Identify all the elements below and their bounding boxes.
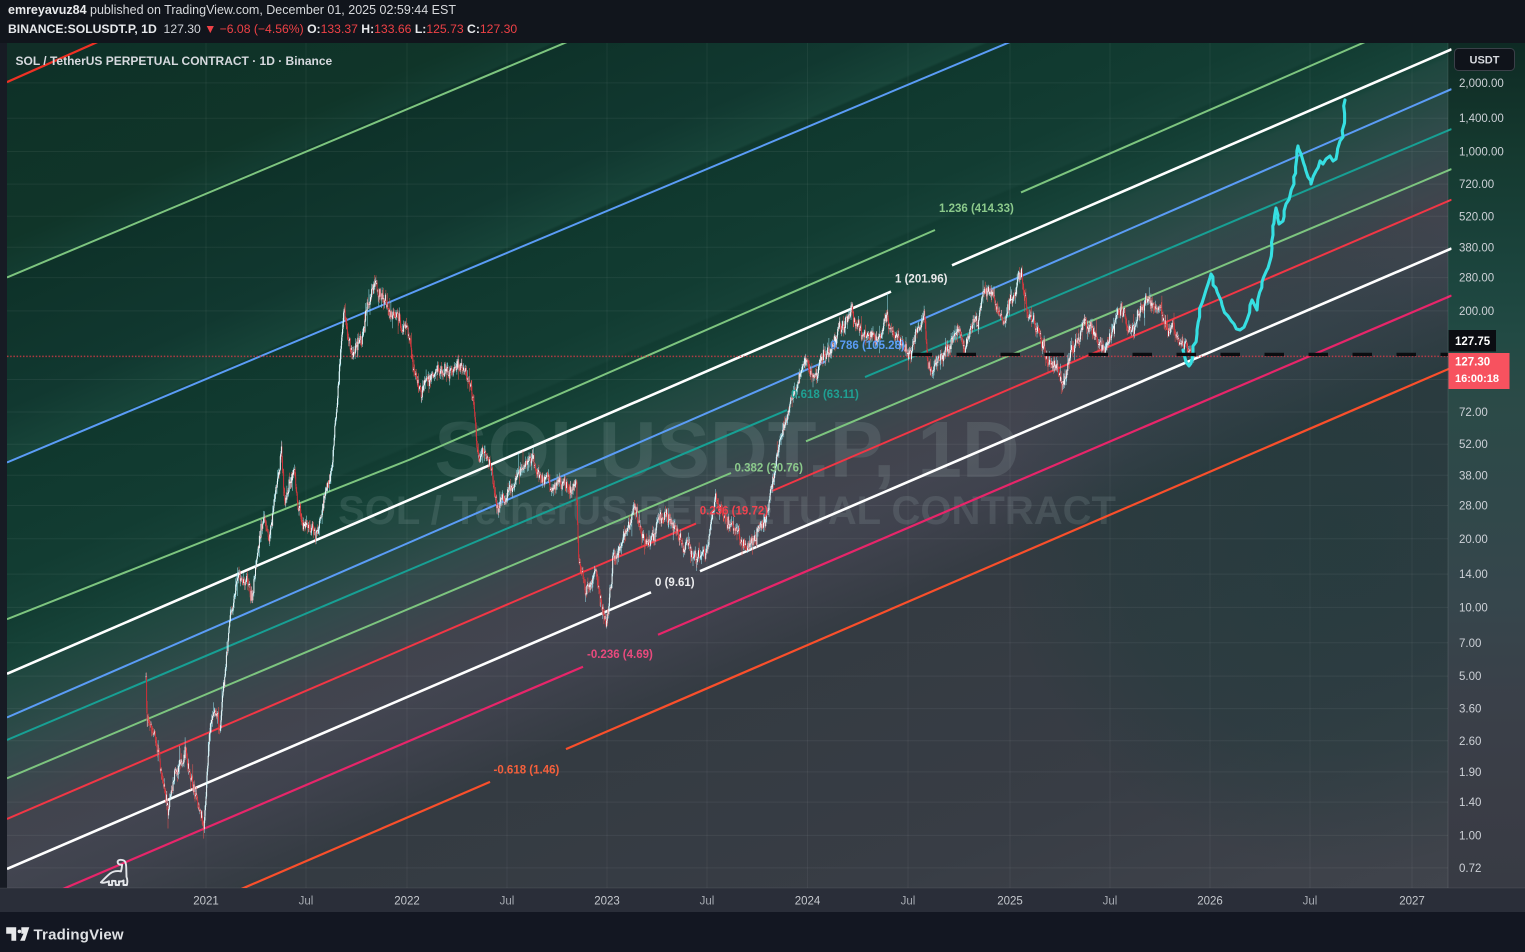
svg-text:16:00:18: 16:00:18 xyxy=(1455,373,1499,385)
svg-text:380.00: 380.00 xyxy=(1459,242,1494,254)
svg-text:127.30: 127.30 xyxy=(1455,357,1490,369)
svg-text:0.382 (30.76): 0.382 (30.76) xyxy=(735,463,804,475)
svg-text:720.00: 720.00 xyxy=(1459,179,1494,191)
svg-text:0.786 (105.28): 0.786 (105.28) xyxy=(830,340,905,352)
svg-text:-0.618 (1.46): -0.618 (1.46) xyxy=(494,765,560,777)
svg-text:Jul: Jul xyxy=(901,896,916,908)
svg-text:USDT: USDT xyxy=(1470,55,1500,67)
svg-text:2022: 2022 xyxy=(394,896,420,908)
svg-text:Jul: Jul xyxy=(1303,896,1318,908)
svg-text:10.00: 10.00 xyxy=(1459,602,1488,614)
svg-text:2.60: 2.60 xyxy=(1459,736,1481,748)
svg-text:2021: 2021 xyxy=(193,896,219,908)
svg-text:127.75: 127.75 xyxy=(1455,336,1491,348)
svg-text:2024: 2024 xyxy=(795,896,821,908)
svg-text:0 (9.61): 0 (9.61) xyxy=(655,577,695,589)
svg-text:TradingView: TradingView xyxy=(34,927,124,944)
svg-text:-0.236 (4.69): -0.236 (4.69) xyxy=(587,649,653,661)
svg-text:Jul: Jul xyxy=(1103,896,1118,908)
svg-text:14.00: 14.00 xyxy=(1459,569,1488,581)
svg-text:2027: 2027 xyxy=(1399,896,1425,908)
svg-text:7.00: 7.00 xyxy=(1459,638,1481,650)
svg-text:72.00: 72.00 xyxy=(1459,407,1488,419)
svg-text:1,000.00: 1,000.00 xyxy=(1459,147,1504,159)
svg-text:1,400.00: 1,400.00 xyxy=(1459,113,1504,125)
svg-text:Jul: Jul xyxy=(299,896,314,908)
svg-text:1.00: 1.00 xyxy=(1459,830,1481,842)
svg-text:200.00: 200.00 xyxy=(1459,306,1494,318)
svg-text:0.236 (19.72): 0.236 (19.72) xyxy=(700,506,769,518)
svg-text:1 (201.96): 1 (201.96) xyxy=(895,274,948,286)
svg-text:2025: 2025 xyxy=(997,896,1023,908)
svg-text:38.00: 38.00 xyxy=(1459,470,1488,482)
svg-text:20.00: 20.00 xyxy=(1459,534,1488,546)
svg-text:SOL / TetherUS PERPETUAL CONTR: SOL / TetherUS PERPETUAL CONTRACT · 1D ·… xyxy=(16,54,333,68)
svg-text:5.00: 5.00 xyxy=(1459,671,1481,683)
svg-text:520.00: 520.00 xyxy=(1459,211,1494,223)
svg-text:1.90: 1.90 xyxy=(1459,767,1481,779)
svg-text:Jul: Jul xyxy=(700,896,715,908)
svg-text:Jul: Jul xyxy=(500,896,515,908)
svg-text:2026: 2026 xyxy=(1197,896,1223,908)
svg-text:SOLUSDT.P, 1D: SOLUSDT.P, 1D xyxy=(434,405,1019,494)
svg-text:280.00: 280.00 xyxy=(1459,273,1494,285)
svg-text:0.72: 0.72 xyxy=(1459,863,1481,875)
svg-text:2023: 2023 xyxy=(594,896,620,908)
svg-text:2,000.00: 2,000.00 xyxy=(1459,78,1504,90)
svg-text:0.618 (63.11): 0.618 (63.11) xyxy=(791,389,859,401)
svg-text:3.60: 3.60 xyxy=(1459,704,1481,716)
svg-text:52.00: 52.00 xyxy=(1459,439,1488,451)
svg-text:1.236 (414.33): 1.236 (414.33) xyxy=(939,203,1014,215)
svg-text:28.00: 28.00 xyxy=(1459,501,1488,513)
svg-text:1.40: 1.40 xyxy=(1459,797,1481,809)
